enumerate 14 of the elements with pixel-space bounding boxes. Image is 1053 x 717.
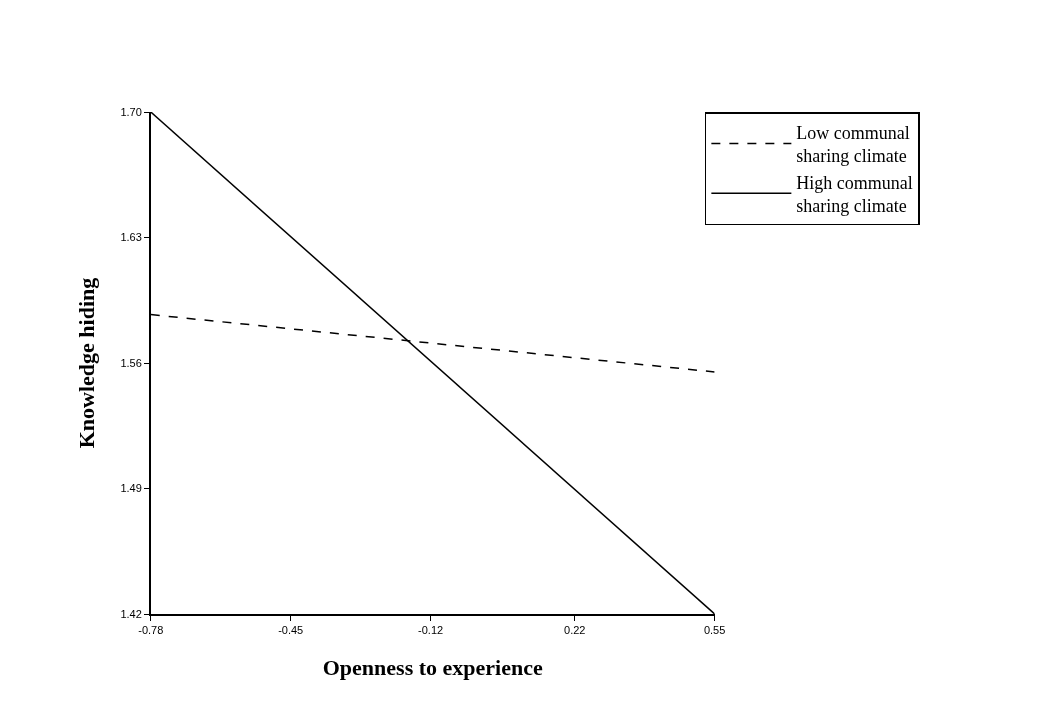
y-axis-title: Knowledge hiding [73,277,99,449]
x-tick-label: -0.78 [138,623,164,636]
y-tick-label: 1.56 [120,356,142,369]
x-axis-title: Openness to experience [322,655,543,681]
x-tick-label: 0.22 [564,623,586,636]
x-tick-label: -0.45 [278,623,304,636]
x-tick-label: -0.12 [418,623,444,636]
y-tick-label: 1.49 [120,482,142,495]
legend-label: High communal sharing climate [796,172,913,216]
legend-label: Low communal sharing climate [796,122,910,167]
x-tick-label: 0.55 [703,623,726,636]
y-tick-label: 1.42 [120,607,142,620]
y-tick-label: 1.70 [120,105,142,118]
y-tick-label: 1.63 [120,231,142,244]
